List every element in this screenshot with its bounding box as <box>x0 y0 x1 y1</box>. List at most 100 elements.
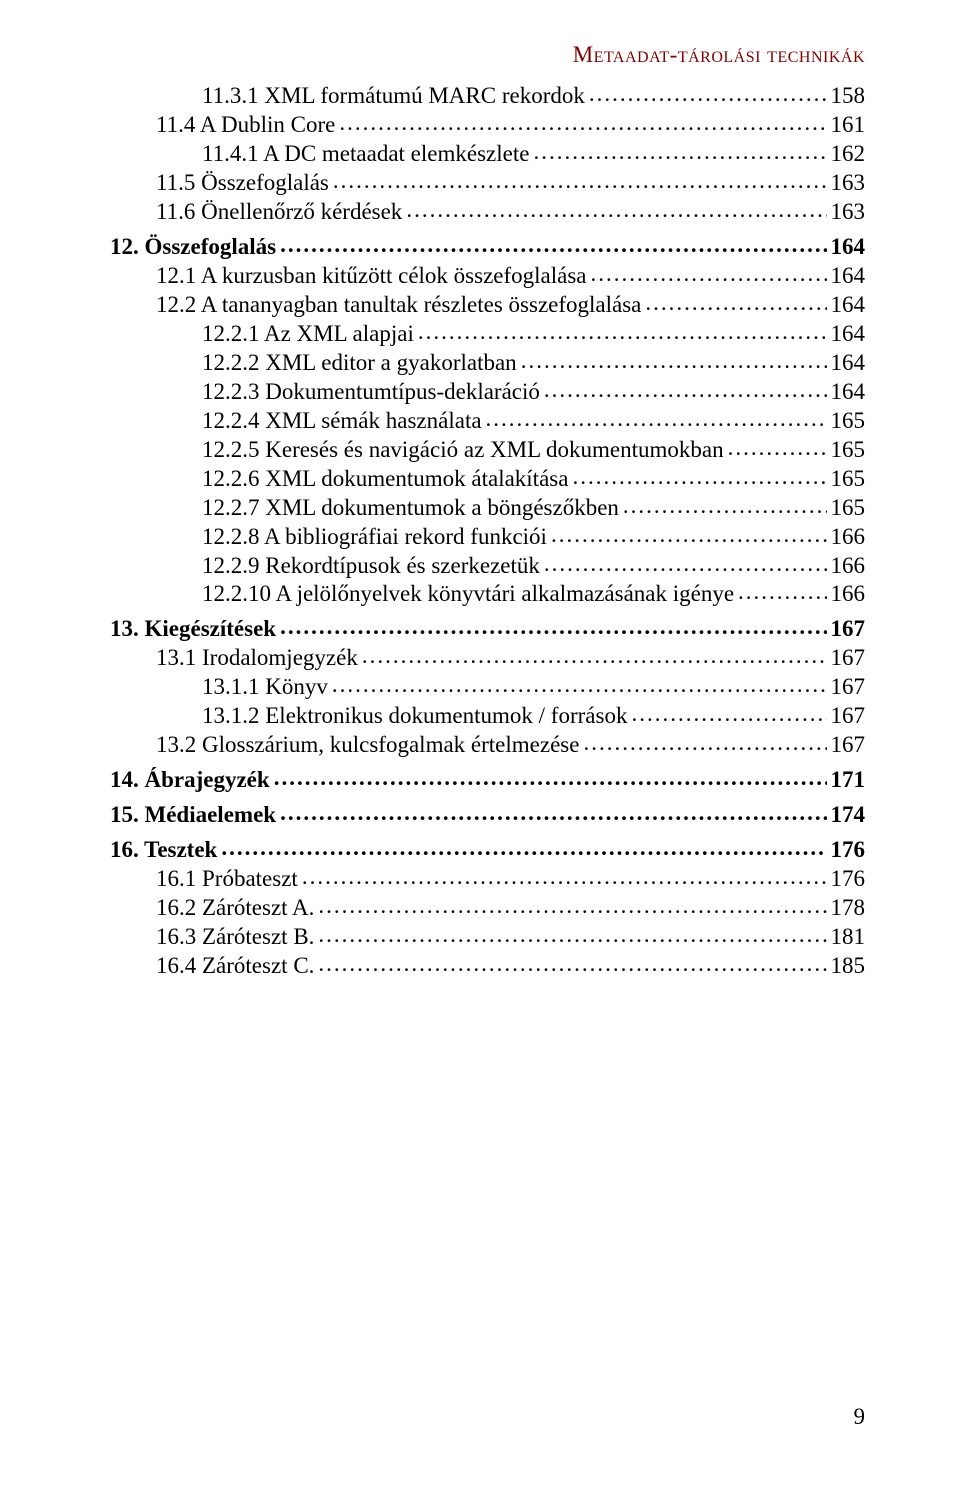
toc-entry-label: 13.1.2 Elektronikus dokumentumok / forrá… <box>202 702 627 731</box>
toc-entry-label: 16. Tesztek <box>110 836 217 865</box>
toc-entry: 13.1 Irodalomjegyzék167 <box>110 644 865 673</box>
toc-entry-page: 167 <box>831 673 866 702</box>
toc-leader-dots <box>738 578 826 607</box>
toc-leader-dots <box>274 764 827 793</box>
toc-entry: 11.4.1 A DC metaadat elemkészlete162 <box>110 140 865 169</box>
toc-entry-page: 167 <box>831 644 866 673</box>
toc-entry: 11.6 Önellenőrző kérdések163 <box>110 198 865 227</box>
toc-entry-page: 178 <box>831 894 866 923</box>
toc-entry: 12.2 A tananyagban tanultak részletes ös… <box>110 291 865 320</box>
toc-entry-label: 12.2.8 A bibliográfiai rekord funkciói <box>202 523 547 552</box>
toc-entry-label: 12.2.5 Keresés és navigáció az XML dokum… <box>202 436 724 465</box>
toc-entry-label: 12. Összefoglalás <box>110 233 276 262</box>
toc-entry-page: 166 <box>831 552 866 581</box>
toc-entry-label: 12.2.2 XML editor a gyakorlatban <box>202 349 517 378</box>
toc-entry: 12.2.4 XML sémák használata 165 <box>110 407 865 436</box>
toc-entry-page: 163 <box>831 198 866 227</box>
page-header: Metaadat-tárolási technikák <box>110 42 865 68</box>
toc-entry: 12.2.10 A jelölőnyelvek könyvtári alkalm… <box>110 580 865 609</box>
toc-entry-label: 13.1.1 Könyv <box>202 673 328 702</box>
toc-entry-label: 12.2.6 XML dokumentumok átalakítása <box>202 465 568 494</box>
toc-entry: 11.3.1 XML formátumú MARC rekordok 158 <box>110 82 865 111</box>
toc-entry-page: 164 <box>831 291 866 320</box>
toc-entry: 12.2.8 A bibliográfiai rekord funkciói 16… <box>110 523 865 552</box>
toc-leader-dots <box>631 700 826 729</box>
toc-leader-dots <box>318 921 826 950</box>
toc-entry-page: 164 <box>831 320 866 349</box>
toc-entry-page: 161 <box>831 111 866 140</box>
toc-entry: 11.5 Összefoglalás 163 <box>110 169 865 198</box>
toc-entry-page: 185 <box>831 952 866 981</box>
toc-entry: 12.2.2 XML editor a gyakorlatban 164 <box>110 349 865 378</box>
page-number: 9 <box>854 1404 866 1430</box>
toc-leader-dots <box>302 863 827 892</box>
toc-entry-label: 12.2.10 A jelölőnyelvek könyvtári alkalm… <box>202 580 734 609</box>
toc-entry-page: 176 <box>831 836 866 865</box>
toc-entry-page: 167 <box>831 615 866 644</box>
toc-entry: 14. Ábrajegyzék 171 <box>110 766 865 795</box>
toc-entry: 13. Kiegészítések 167 <box>110 615 865 644</box>
toc-leader-dots <box>544 376 827 405</box>
toc-leader-dots <box>486 405 827 434</box>
toc-leader-dots <box>589 80 827 109</box>
toc-leader-dots <box>318 950 826 979</box>
toc-entry-page: 165 <box>831 494 866 523</box>
toc-entry-page: 164 <box>831 378 866 407</box>
document-page: Metaadat-tárolási technikák 11.3.1 XML f… <box>0 0 960 1485</box>
toc-entry-label: 14. Ábrajegyzék <box>110 766 270 795</box>
toc-entry: 12.2.6 XML dokumentumok átalakítása 165 <box>110 465 865 494</box>
toc-entry-page: 176 <box>831 865 866 894</box>
toc-entry: 12.2.5 Keresés és navigáció az XML dokum… <box>110 436 865 465</box>
toc-entry-label: 16.2 Záróteszt A. <box>156 894 314 923</box>
toc-leader-dots <box>221 834 826 863</box>
toc-entry-page: 164 <box>831 262 866 291</box>
toc-entry: 16.4 Záróteszt C.185 <box>110 952 865 981</box>
toc-leader-dots <box>591 260 827 289</box>
toc-entry: 12.2.7 XML dokumentumok a böngészőkben 16… <box>110 494 865 523</box>
toc-entry-label: 11.5 Összefoglalás <box>156 169 329 198</box>
toc-leader-dots <box>318 892 826 921</box>
toc-entry-label: 16.1 Próbateszt <box>156 865 298 894</box>
toc-entry: 16.2 Záróteszt A. 178 <box>110 894 865 923</box>
toc-entry-page: 167 <box>831 702 866 731</box>
toc-leader-dots <box>280 799 826 828</box>
toc-entry: 13.2 Glosszárium, kulcsfogalmak értelmez… <box>110 731 865 760</box>
toc-entry-page: 163 <box>831 169 866 198</box>
toc-entry-label: 12.2.4 XML sémák használata <box>202 407 482 436</box>
toc-leader-dots <box>551 521 827 550</box>
toc-leader-dots <box>645 289 826 318</box>
toc-entry-label: 11.3.1 XML formátumú MARC rekordok <box>202 82 585 111</box>
toc-entry: 15. Médiaelemek174 <box>110 801 865 830</box>
toc-entry: 12.2.9 Rekordtípusok és szerkezetük 166 <box>110 552 865 581</box>
toc-entry-label: 13.2 Glosszárium, kulcsfogalmak értelmez… <box>156 731 579 760</box>
toc-entry-label: 15. Médiaelemek <box>110 801 276 830</box>
toc-entry-label: 12.2.7 XML dokumentumok a böngészőkben <box>202 494 619 523</box>
toc-entry: 12.2.3 Dokumentumtípus-deklaráció164 <box>110 378 865 407</box>
toc-entry: 16. Tesztek 176 <box>110 836 865 865</box>
toc-leader-dots <box>533 138 826 167</box>
toc-entry-page: 166 <box>831 523 866 552</box>
toc-leader-dots <box>339 109 826 138</box>
toc-entry-page: 166 <box>831 580 866 609</box>
toc-leader-dots <box>280 613 826 642</box>
toc-leader-dots <box>362 642 827 671</box>
toc-entry-label: 13. Kiegészítések <box>110 615 276 644</box>
toc-entry-page: 164 <box>831 349 866 378</box>
table-of-contents: 11.3.1 XML formátumú MARC rekordok15811.… <box>110 82 865 981</box>
toc-entry-page: 158 <box>831 82 866 111</box>
toc-entry-label: 12.2 A tananyagban tanultak részletes ös… <box>156 291 641 320</box>
toc-leader-dots <box>728 434 827 463</box>
toc-entry-page: 165 <box>831 407 866 436</box>
toc-entry: 16.3 Záróteszt B.181 <box>110 923 865 952</box>
toc-leader-dots <box>572 463 826 492</box>
toc-entry: 12.2.1 Az XML alapjai164 <box>110 320 865 349</box>
toc-leader-dots <box>583 729 826 758</box>
toc-entry-page: 165 <box>831 465 866 494</box>
toc-entry: 11.4 A Dublin Core161 <box>110 111 865 140</box>
toc-entry: 13.1.1 Könyv 167 <box>110 673 865 702</box>
toc-entry-label: 12.2.9 Rekordtípusok és szerkezetük <box>202 552 540 581</box>
toc-entry-page: 181 <box>831 923 866 952</box>
toc-leader-dots <box>333 167 827 196</box>
toc-entry-page: 171 <box>831 766 866 795</box>
toc-entry: 12. Összefoglalás164 <box>110 233 865 262</box>
